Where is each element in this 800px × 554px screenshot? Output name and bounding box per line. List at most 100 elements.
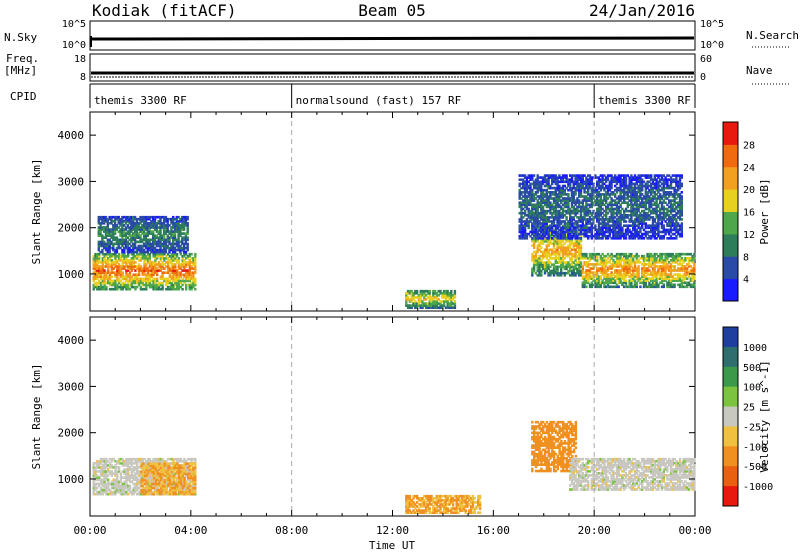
echo-cell (628, 203, 631, 207)
echo-cell (673, 197, 676, 200)
echo-cell (152, 273, 155, 277)
echo-cell (536, 222, 539, 225)
echo-cell (594, 226, 597, 230)
echo-cell (121, 222, 124, 225)
echo-cell (624, 228, 628, 232)
echo-cell (155, 242, 158, 246)
echo-cell (671, 228, 674, 232)
echo-cell (117, 279, 121, 283)
echo-cell (653, 232, 656, 236)
echo-cell (651, 273, 655, 276)
echo-cell (581, 218, 584, 221)
echo-cell (143, 269, 146, 272)
echo-cell (659, 184, 662, 188)
echo-cell (545, 222, 548, 225)
echo-cell (547, 226, 550, 230)
echo-cell (605, 269, 608, 272)
echo-cell (630, 263, 633, 266)
echo-cell (99, 217, 102, 221)
echo-cell (563, 222, 566, 225)
echo-cell (594, 186, 597, 190)
echo-cell (543, 269, 547, 273)
echo-cell (673, 199, 676, 202)
echo-cell (105, 259, 108, 262)
echo-cell (650, 224, 653, 227)
echo-cell (558, 257, 561, 260)
echo-cell (531, 214, 534, 217)
echo-cell (144, 246, 148, 250)
echo-cell (579, 218, 583, 221)
echo-cell (177, 283, 181, 287)
echo-cell (678, 267, 682, 270)
echo-cell (529, 197, 532, 200)
echo-cell (126, 242, 129, 246)
echo-cell (664, 191, 667, 194)
echo-cell (125, 273, 128, 277)
echo-cell (112, 246, 115, 250)
echo-cell (587, 277, 590, 280)
echo-cell (558, 274, 561, 277)
echo-cell (166, 271, 170, 274)
echo-cell (567, 203, 570, 207)
echo-cell (98, 271, 101, 274)
echo-cell (523, 224, 527, 227)
echo-cell (641, 214, 644, 217)
echo-cell (152, 234, 155, 237)
echo-cell (137, 269, 141, 272)
echo-cell (541, 254, 545, 258)
echo-cell (617, 226, 620, 230)
echo-cell (536, 218, 539, 221)
echo-cell (188, 277, 191, 281)
echo-cell (583, 234, 586, 238)
echo-cell (601, 182, 604, 186)
echo-cell (554, 261, 557, 264)
echo-cell (119, 232, 122, 235)
echo-cell (590, 257, 593, 260)
echo-cell (127, 273, 130, 277)
echo-cell (152, 255, 155, 258)
echo-cell (579, 250, 583, 254)
echo-cell (165, 257, 168, 260)
echo-cell (657, 174, 660, 177)
echo-cell (527, 193, 530, 196)
echo-cell (157, 240, 160, 244)
echo-cell (561, 248, 565, 252)
echo-cell (134, 265, 137, 268)
echo-cell (426, 289, 430, 293)
echo-cell (623, 182, 626, 186)
echo-cell (597, 182, 601, 186)
echo-cell (635, 205, 638, 209)
echo-cell (185, 257, 188, 260)
echo-cell (148, 230, 151, 233)
echo-cell (662, 186, 665, 190)
echo-cell (614, 265, 617, 268)
echo-cell (412, 304, 415, 307)
echo-cell (588, 252, 592, 256)
echo-cell (185, 263, 188, 266)
echo-cell (659, 174, 662, 177)
echo-cell (605, 193, 608, 196)
echo-cell (561, 230, 565, 234)
echo-cell (610, 228, 613, 232)
echo-cell (116, 287, 119, 291)
echo-cell (655, 271, 658, 274)
echo-cell (632, 257, 635, 260)
echo-cell (541, 201, 545, 204)
echo-cell (641, 277, 644, 280)
echo-cell (655, 203, 658, 207)
echo-cell (541, 261, 545, 264)
echo-cell (666, 193, 669, 196)
echo-cell (162, 228, 166, 231)
echo-cell (531, 274, 534, 277)
echo-cell (543, 240, 547, 243)
echo-cell (551, 237, 554, 240)
echo-cell (624, 257, 628, 260)
echo-cell (671, 277, 674, 280)
echo-cell (637, 224, 640, 227)
echo-cell (597, 216, 601, 219)
echo-cell (574, 271, 577, 275)
echo-cell (610, 230, 613, 234)
echo-cell (127, 255, 130, 258)
echo-cell (152, 232, 155, 235)
echo-cell (101, 228, 104, 231)
